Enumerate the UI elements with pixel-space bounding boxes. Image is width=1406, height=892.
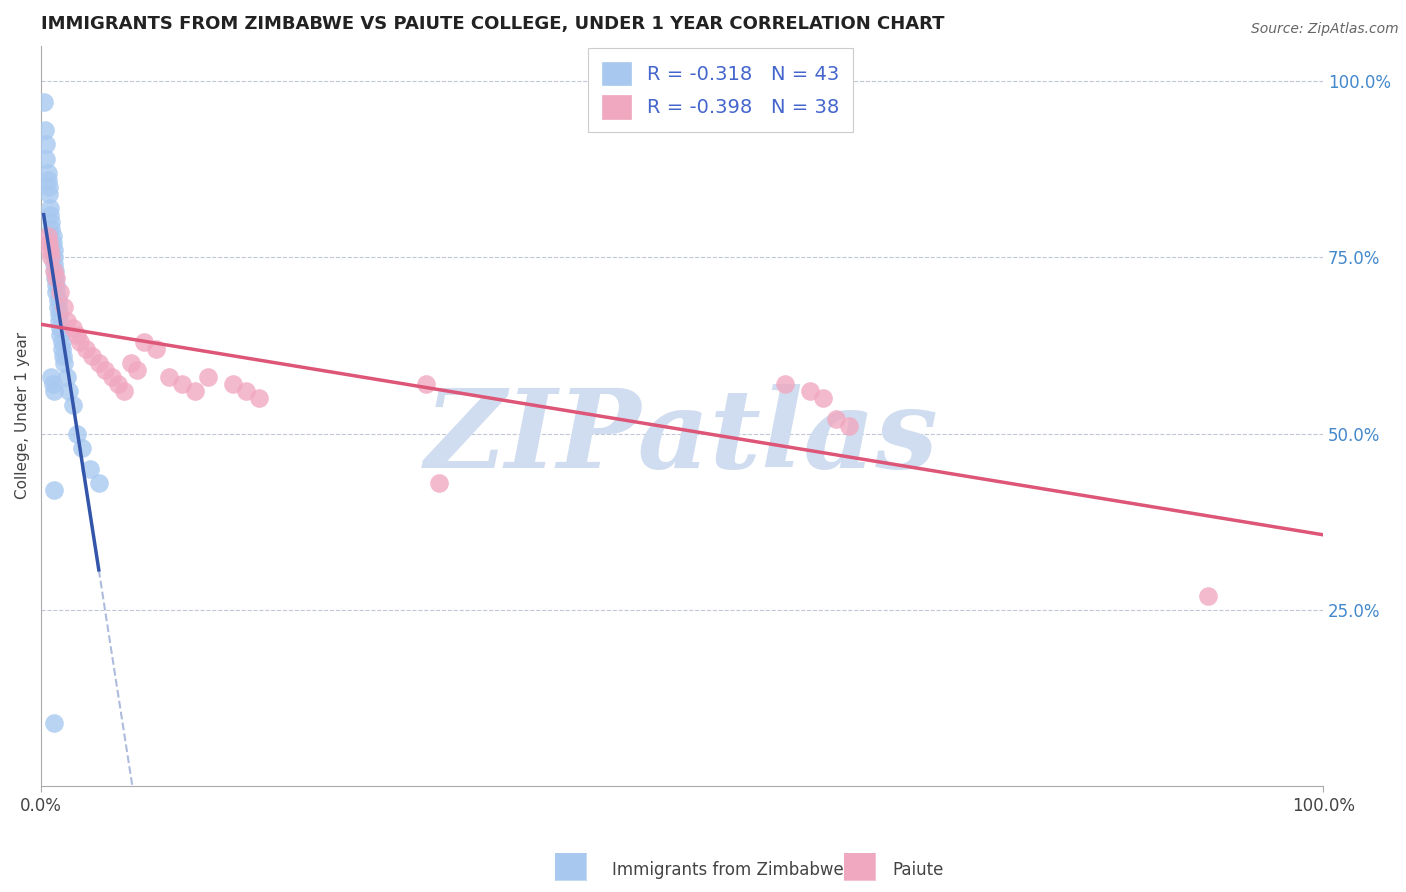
Point (41, 236, 63, 251)
Point (34, 123, 56, 137)
Point (45, 271, 67, 285)
Point (35, 137, 58, 152)
Text: Paiute: Paiute (893, 861, 945, 879)
Point (38, 179, 60, 194)
Point (51, 342, 73, 356)
Text: ZIPatlas: ZIPatlas (425, 384, 939, 491)
Point (45, 278, 67, 293)
Point (35, 152, 58, 166)
Point (39, 243, 62, 257)
Point (42, 243, 65, 257)
Point (51, 334, 73, 349)
Point (87, 475, 110, 490)
Point (107, 377, 129, 392)
Point (46, 293, 69, 307)
Point (172, 377, 194, 392)
Point (427, 475, 450, 490)
Point (37, 172, 59, 186)
Text: IMMIGRANTS FROM ZIMBABWE VS PAIUTE COLLEGE, UNDER 1 YEAR CORRELATION CHART: IMMIGRANTS FROM ZIMBABWE VS PAIUTE COLLE… (41, 15, 945, 33)
Point (42, 250, 65, 264)
Point (53, 356, 76, 370)
Point (49, 285, 72, 300)
Point (79, 462, 101, 476)
Point (41, 250, 63, 264)
Point (247, 391, 270, 405)
Point (52, 349, 75, 363)
Point (48, 314, 70, 328)
Point (127, 363, 149, 377)
Point (75, 342, 97, 356)
Point (42, 384, 65, 399)
Point (811, 391, 834, 405)
Point (100, 370, 122, 384)
Point (120, 356, 142, 370)
Y-axis label: College, Under 1 year: College, Under 1 year (15, 333, 30, 500)
Point (55, 370, 77, 384)
Legend: R = -0.318   N = 43, R = -0.398   N = 38: R = -0.318 N = 43, R = -0.398 N = 38 (589, 48, 852, 132)
Point (37, 166, 59, 180)
Point (39, 201, 62, 215)
Point (53, 300, 76, 314)
Point (1197, 589, 1219, 603)
Point (825, 412, 848, 426)
Point (157, 370, 180, 384)
Point (62, 320, 84, 334)
Point (38, 186, 60, 201)
Point (46, 300, 69, 314)
Point (32, 95, 55, 109)
Point (37, 229, 59, 244)
Point (66, 426, 89, 441)
Point (773, 377, 796, 392)
Point (41, 215, 63, 229)
Point (66, 327, 89, 342)
Point (44, 271, 66, 285)
Point (82, 349, 104, 363)
Point (44, 264, 66, 278)
Point (58, 384, 80, 399)
Point (799, 384, 821, 399)
Point (415, 377, 437, 392)
Point (42, 257, 65, 271)
Point (114, 384, 136, 399)
Point (87, 356, 110, 370)
Point (94, 363, 117, 377)
Point (70, 441, 93, 455)
Point (222, 377, 245, 392)
Point (39, 208, 62, 222)
Point (41, 377, 63, 392)
Point (48, 307, 70, 321)
Point (235, 384, 257, 399)
Point (41, 370, 63, 384)
Point (197, 370, 219, 384)
Point (42, 715, 65, 730)
Point (42, 264, 65, 278)
Point (42, 483, 65, 497)
Point (69, 334, 91, 349)
Point (49, 320, 72, 334)
Point (838, 419, 860, 434)
Point (49, 327, 72, 342)
Point (45, 285, 67, 300)
Text: Source: ZipAtlas.com: Source: ZipAtlas.com (1251, 22, 1399, 37)
Point (62, 398, 84, 412)
Point (38, 236, 60, 251)
Point (41, 222, 63, 236)
Point (145, 342, 167, 356)
Point (41, 229, 63, 244)
Point (132, 334, 155, 349)
Text: Immigrants from Zimbabwe: Immigrants from Zimbabwe (612, 861, 844, 879)
Point (55, 314, 77, 328)
Point (184, 384, 207, 399)
